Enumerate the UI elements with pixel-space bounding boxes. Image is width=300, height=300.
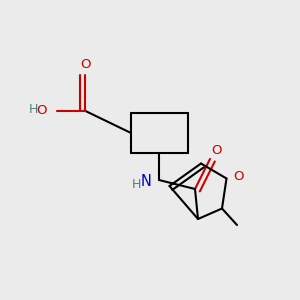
Text: H: H — [132, 178, 141, 191]
Text: O: O — [233, 170, 244, 184]
Text: O: O — [211, 143, 221, 157]
Text: O: O — [80, 58, 91, 71]
Text: H: H — [28, 103, 38, 116]
Text: O: O — [36, 104, 46, 118]
Text: N: N — [141, 174, 152, 189]
